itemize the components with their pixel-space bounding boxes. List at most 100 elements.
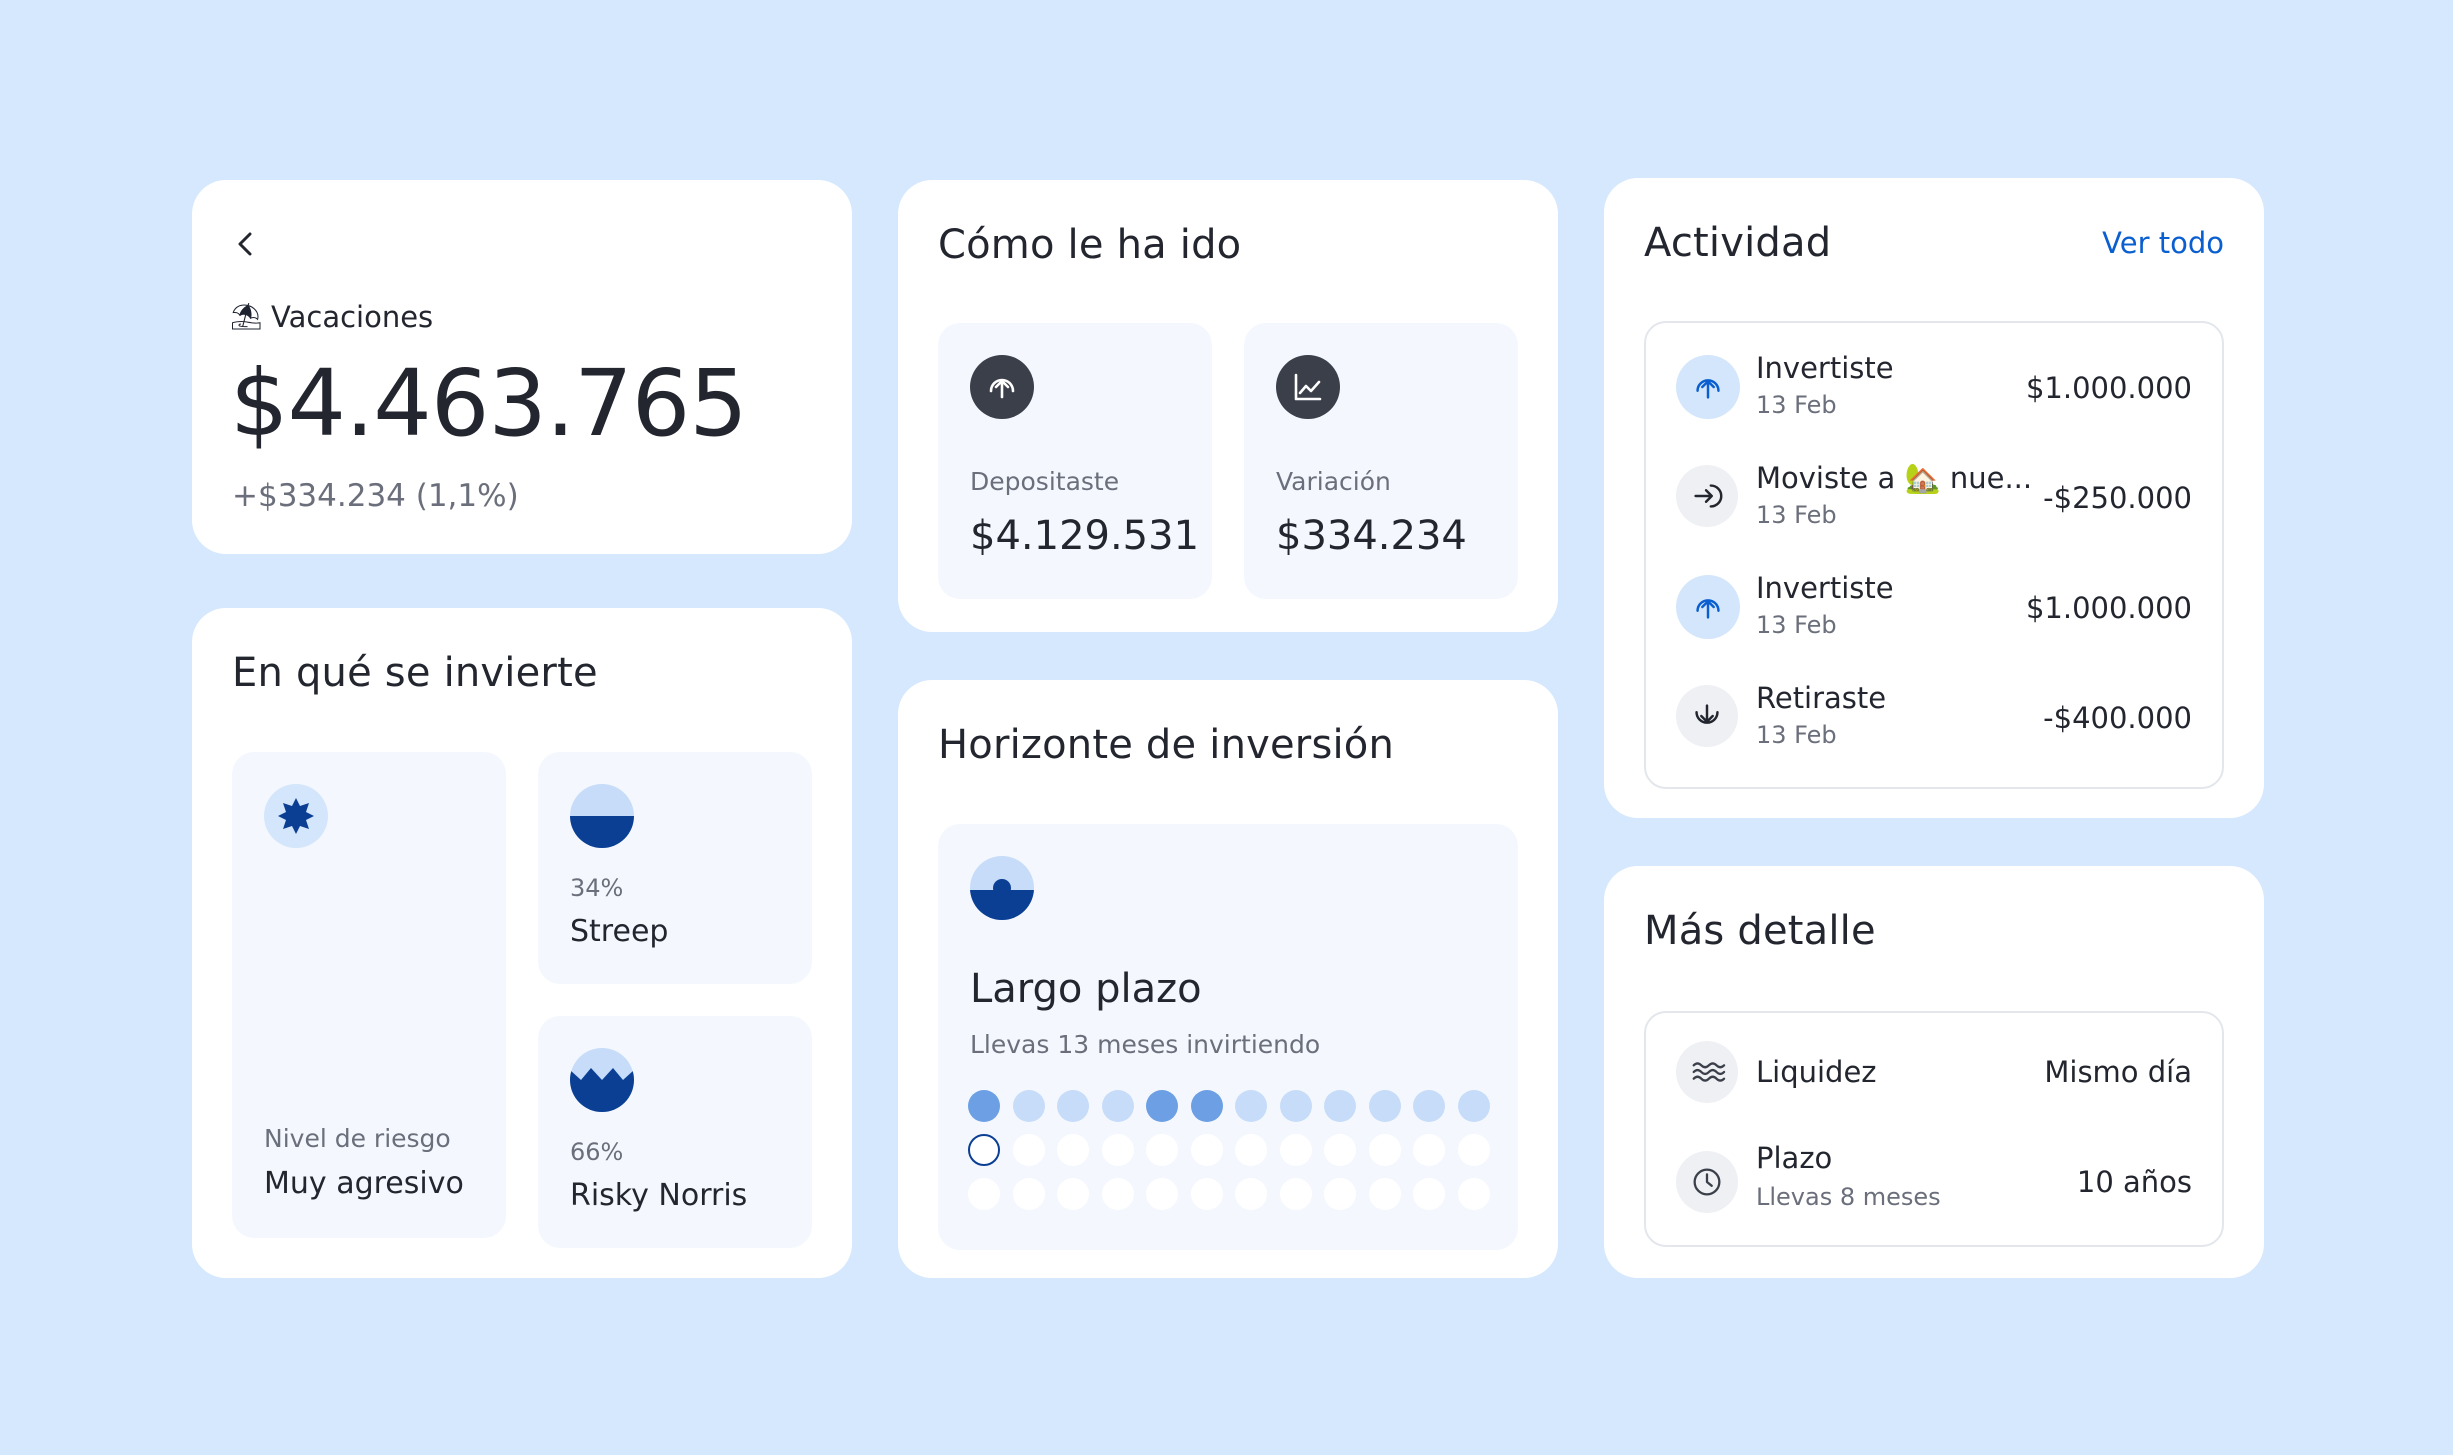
- horizon-tile: Largo plazo Llevas 13 meses invirtiendo: [938, 824, 1518, 1250]
- detail-icon-wrap: [1676, 1041, 1738, 1103]
- horizon-month-dot: [1324, 1134, 1356, 1166]
- risk-icon-wrap: [264, 784, 328, 848]
- horizon-month-dot: [1057, 1134, 1089, 1166]
- activity-item[interactable]: Retiraste 13 Feb -$400.000: [1646, 675, 2222, 775]
- activity-title: Actividad: [1644, 220, 1832, 266]
- horizon-month-dot: [1146, 1090, 1178, 1122]
- horizon-month-dot: [1279, 1134, 1312, 1166]
- performance-title: Cómo le ha ido: [938, 222, 1242, 268]
- activity-item-date: 13 Feb: [1756, 391, 1837, 419]
- activity-card: Actividad Ver todo Invertiste 13 Feb $1.…: [1604, 178, 2264, 818]
- variation-tile: Variación $334.234: [1244, 323, 1518, 599]
- horizon-title: Horizonte de inversión: [938, 722, 1395, 768]
- risk-value: Muy agresivo: [264, 1166, 464, 1201]
- activity-item-date: 13 Feb: [1756, 501, 1837, 529]
- horizon-month-dot: [1146, 1134, 1178, 1166]
- balance-card: ⛱ Vacaciones $4.463.765 +$334.234 (1,1%): [192, 180, 852, 554]
- activity-item[interactable]: Invertiste 13 Feb $1.000.000: [1646, 345, 2222, 445]
- horizon-month-dot: [1190, 1090, 1223, 1122]
- horizon-month-dot: [1146, 1178, 1178, 1210]
- waves-icon: [1692, 1062, 1726, 1082]
- horizon-month-dot: [1457, 1134, 1490, 1166]
- chevron-left-icon: [238, 232, 252, 256]
- activity-list: Invertiste 13 Feb $1.000.000 Moviste a 🏡…: [1644, 321, 2224, 789]
- clock-icon: [1693, 1168, 1721, 1196]
- horizon-month-dot: [1324, 1090, 1356, 1122]
- activity-item-amount: $1.000.000: [2025, 591, 2192, 625]
- fund-percent: 66%: [570, 1138, 624, 1166]
- risk-label: Nivel de riesgo: [264, 1124, 451, 1153]
- detail-icon-wrap: [1676, 1151, 1738, 1213]
- activity-item-amount: -$400.000: [2043, 701, 2192, 735]
- detail-item-sub: Llevas 8 meses: [1756, 1183, 1941, 1211]
- activity-item-date: 13 Feb: [1756, 721, 1837, 749]
- activity-item-date: 13 Feb: [1756, 611, 1837, 639]
- detail-item-value: 10 años: [2076, 1165, 2192, 1199]
- activity-icon-wrap: [1676, 685, 1738, 747]
- arrow-up-icon: [1696, 379, 1720, 399]
- detail-item-label: Plazo: [1756, 1141, 1833, 1175]
- horizon-month-dot: [1235, 1134, 1267, 1166]
- activity-item-title: Invertiste: [1756, 571, 1894, 605]
- detail-item-label: Liquidez: [1756, 1055, 1877, 1089]
- horizon-month-dot: [1324, 1178, 1356, 1210]
- goal-emoji: ⛱: [230, 302, 264, 332]
- activity-item-title: Moviste a 🏡 nue...: [1756, 461, 2033, 495]
- activity-item-amount: $1.000.000: [2025, 371, 2192, 405]
- activity-item[interactable]: Moviste a 🏡 nue... 13 Feb -$250.000: [1646, 455, 2222, 555]
- fund-percent: 34%: [570, 874, 624, 902]
- horizon-month-dot: [1012, 1134, 1045, 1166]
- horizon-month-dot: [1101, 1134, 1134, 1166]
- detail-item-liquidity: Liquidez Mismo día: [1646, 1041, 2222, 1111]
- horizon-month-dot: [1279, 1178, 1312, 1210]
- performance-card: Cómo le ha ido Depositaste $4.129.531 Va…: [898, 180, 1558, 632]
- detail-item-term: Plazo Llevas 8 meses 10 años: [1646, 1141, 2222, 1221]
- horizon-month-dot: [1413, 1178, 1445, 1210]
- arrow-up-icon: [1696, 599, 1720, 619]
- activity-item[interactable]: Invertiste 13 Feb $1.000.000: [1646, 565, 2222, 665]
- horizon-month-dot: [1012, 1090, 1045, 1122]
- fund-name: Risky Norris: [570, 1178, 748, 1213]
- horizon-month-dot: [1368, 1134, 1401, 1166]
- horizon-month-dot: [1413, 1134, 1445, 1166]
- variation-label: Variación: [1276, 467, 1391, 496]
- activity-item-amount: -$250.000: [2043, 481, 2192, 515]
- horizon-month-dot: [1012, 1178, 1045, 1210]
- goal-name: Vacaciones: [271, 300, 434, 334]
- activity-item-title: Invertiste: [1756, 351, 1894, 385]
- variation-icon-wrap: [1276, 355, 1340, 419]
- fund-name: Streep: [570, 914, 669, 949]
- activity-icon-wrap: [1676, 465, 1738, 527]
- activity-item-title: Retiraste: [1756, 681, 1887, 715]
- activity-icon-wrap: [1676, 355, 1740, 419]
- risk-tile: Nivel de riesgo Muy agresivo: [232, 752, 506, 1238]
- invest-title: En qué se invierte: [232, 650, 598, 696]
- detail-list: Liquidez Mismo día Plazo Llevas 8 meses …: [1644, 1011, 2224, 1247]
- horizon-month-dot: [1368, 1178, 1401, 1210]
- deposited-label: Depositaste: [970, 467, 1120, 496]
- horizon-month-dot: [1235, 1178, 1267, 1210]
- wave-fill-icon: [570, 1048, 634, 1112]
- horizon-month-dot: [1057, 1090, 1089, 1122]
- horizon-month-dot: [1413, 1090, 1445, 1122]
- arrow-right-icon: [1694, 484, 1723, 508]
- horizon-month-dot: [1101, 1178, 1134, 1210]
- horizon-month-dot: [968, 1134, 1000, 1166]
- horizon-month-dot: [1235, 1090, 1267, 1122]
- half-fill-icon: [570, 784, 634, 848]
- back-button[interactable]: [226, 224, 266, 264]
- arrow-down-icon: [1695, 704, 1719, 724]
- balance-amount: $4.463.765: [230, 350, 748, 457]
- detail-title: Más detalle: [1644, 908, 1876, 954]
- horizon-month-dot: [1457, 1178, 1490, 1210]
- balance-gain: +$334.234 (1,1%): [232, 478, 519, 514]
- fund-tile[interactable]: 34% Streep: [538, 752, 812, 984]
- horizon-subtitle: Llevas 13 meses invirtiendo: [970, 1030, 1321, 1059]
- see-all-link[interactable]: Ver todo: [2102, 226, 2224, 260]
- horizon-month-dot: [1279, 1090, 1312, 1122]
- deposited-tile: Depositaste $4.129.531: [938, 323, 1212, 599]
- detail-card: Más detalle Liquidez Mismo día Plazo L: [1604, 866, 2264, 1278]
- sunrise-icon: [970, 856, 1034, 920]
- variation-value: $334.234: [1276, 513, 1467, 559]
- fund-tile[interactable]: 66% Risky Norris: [538, 1016, 812, 1248]
